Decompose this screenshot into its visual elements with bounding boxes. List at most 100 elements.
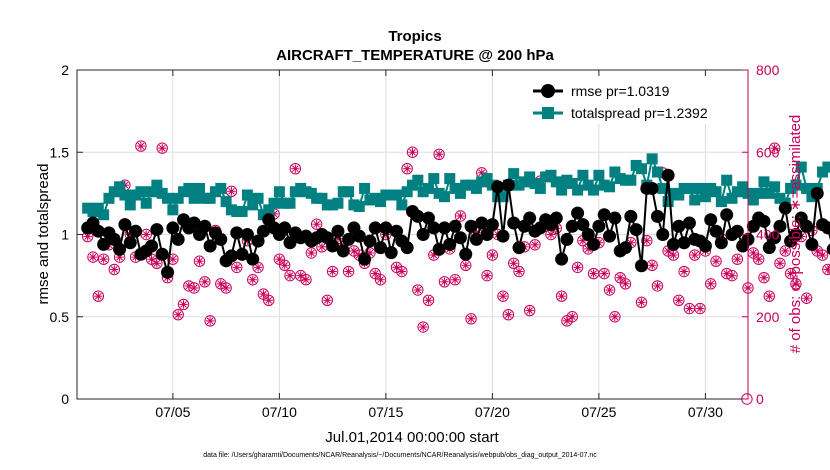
obs-possible-point	[752, 253, 765, 265]
totalspread-point	[188, 192, 200, 204]
rmse-point	[501, 178, 515, 192]
totalspread-point	[422, 182, 434, 194]
totalspread-point	[747, 194, 759, 206]
rmse-point	[283, 236, 297, 250]
obs-assimilated-point	[312, 220, 321, 229]
totalspread-point	[721, 174, 733, 186]
rmse-point	[789, 228, 803, 241]
obs-possible-point	[774, 257, 786, 269]
obs-assimilated-point	[344, 267, 353, 276]
obs-assimilated-point	[653, 281, 662, 291]
totalspread-point	[140, 197, 152, 209]
obs-possible-point	[678, 265, 690, 278]
totalspread-point	[710, 186, 722, 198]
obs-possible-point	[619, 278, 632, 290]
obs-assimilated-point	[600, 269, 609, 278]
totalspread-point	[241, 189, 253, 201]
obs-assimilated-point	[221, 283, 231, 293]
totalspread-point	[401, 186, 413, 198]
rmse-point	[97, 237, 111, 251]
totalspread-point	[790, 179, 802, 191]
rmse-point	[246, 252, 260, 266]
obs-possible-point	[87, 251, 99, 263]
totalspread-point	[689, 194, 701, 206]
obs-assimilated-point	[142, 230, 151, 239]
rmse-point	[475, 216, 489, 230]
obs-possible-point	[247, 274, 259, 286]
rmse-point	[411, 209, 425, 223]
obs-assimilated-point	[440, 277, 449, 286]
obs-possible-point	[438, 276, 451, 288]
totalspread-point	[316, 192, 328, 204]
totalspread-point	[646, 153, 658, 165]
rmse-point	[91, 224, 105, 238]
totalspread-point	[577, 169, 589, 181]
obs-assimilated-point	[690, 250, 699, 260]
obs-possible-point	[651, 280, 664, 292]
totalspread-point	[135, 186, 147, 198]
rmse-point	[549, 211, 563, 225]
rmse-point	[619, 241, 633, 255]
obs-assimilated-point	[674, 296, 683, 305]
rmse-point	[251, 234, 265, 248]
legend-rmse-marker	[541, 84, 555, 98]
obs-assimilated-point	[200, 277, 210, 286]
obs-assimilated-point	[402, 164, 412, 173]
rmse-point	[805, 237, 819, 251]
rmse-point	[757, 214, 771, 228]
obs-possible-point	[263, 294, 275, 306]
totalspread-point	[119, 189, 131, 201]
rmse-point	[592, 219, 606, 233]
obs-assimilated-point	[733, 254, 742, 264]
totalspread-point	[146, 186, 158, 198]
totalspread-point	[92, 202, 104, 214]
obs-assimilated-point	[323, 296, 332, 305]
y-tick-label-right: 0	[756, 391, 764, 407]
rmse-point	[656, 228, 670, 241]
obs-assimilated-point	[158, 143, 167, 153]
rmse-point	[778, 201, 792, 215]
rmse-point	[469, 232, 483, 246]
totalspread-point	[609, 166, 621, 178]
obs-assimilated-point	[195, 257, 204, 266]
rmse-point	[576, 218, 590, 232]
totalspread-point	[193, 182, 205, 194]
rmse-point	[400, 241, 414, 255]
legend-rmse-label: rmse pr=1.0319	[571, 83, 670, 99]
obs-assimilated-point	[514, 267, 524, 276]
obs-assimilated-point	[253, 263, 263, 272]
obs-assimilated-point	[99, 254, 108, 264]
obs-assimilated-point	[504, 310, 513, 319]
totalspread-point	[375, 196, 387, 208]
obs-assimilated-point	[424, 296, 433, 305]
rmse-point	[113, 242, 127, 256]
totalspread-point	[726, 192, 738, 204]
obs-possible-point	[513, 265, 525, 278]
totalspread-point	[822, 161, 830, 173]
rmse-point	[384, 246, 398, 260]
obs-assimilated-point	[685, 304, 694, 313]
rmse-point	[214, 232, 228, 246]
totalspread-point	[497, 191, 509, 203]
obs-assimilated-point	[488, 250, 497, 260]
obs-assimilated-point	[706, 279, 715, 289]
rmse-point	[437, 221, 451, 235]
legend-spread-label: totalspread pr=1.2392	[571, 105, 708, 121]
obs-assimilated-point	[461, 261, 470, 270]
obs-possible-point	[156, 142, 168, 154]
rmse-point	[629, 223, 643, 237]
obs-possible-point	[433, 148, 445, 161]
rmse-point	[203, 239, 217, 253]
totalspread-point	[263, 204, 275, 216]
obs-possible-point	[705, 278, 717, 290]
obs-assimilated-point	[775, 259, 785, 268]
obs-assimilated-point	[530, 240, 540, 249]
obs-possible-point	[92, 290, 105, 302]
obs-assimilated-point	[147, 254, 156, 264]
y-tick-label-left: 2	[61, 62, 69, 78]
obs-assimilated-point	[669, 250, 678, 260]
totalspread-point	[593, 169, 605, 181]
obs-possible-point	[673, 294, 685, 306]
totalspread-point	[98, 209, 110, 221]
obs-assimilated-point	[759, 273, 769, 282]
